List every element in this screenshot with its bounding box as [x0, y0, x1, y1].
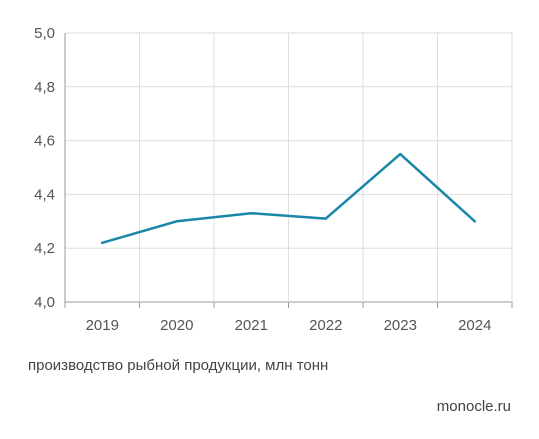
y-tick-label: 4,8 [34, 79, 55, 96]
source-label: monocle.ru [436, 398, 511, 415]
data-point [324, 217, 327, 220]
data-point [250, 212, 253, 215]
data-point [101, 241, 104, 245]
y-tick-label: 5,0 [34, 25, 55, 42]
y-tick-label: 4,0 [34, 294, 55, 311]
y-tick-label: 4,4 [34, 186, 55, 203]
y-tick-label: 4,6 [34, 133, 55, 150]
series-line [101, 152, 476, 245]
data-point [399, 152, 402, 156]
data-point [175, 220, 178, 223]
x-tick-label: 2024 [458, 317, 491, 334]
x-tick-label: 2023 [384, 317, 417, 334]
x-tick-label: 2021 [235, 317, 268, 334]
chart-caption: производство рыбной продукции, млн тонн [28, 357, 329, 374]
x-tick-label: 2022 [309, 317, 342, 334]
x-tick-label: 2020 [160, 317, 193, 334]
data-point [473, 220, 476, 223]
x-tick-label: 2019 [86, 317, 119, 334]
y-tick-label: 4,2 [34, 240, 55, 257]
